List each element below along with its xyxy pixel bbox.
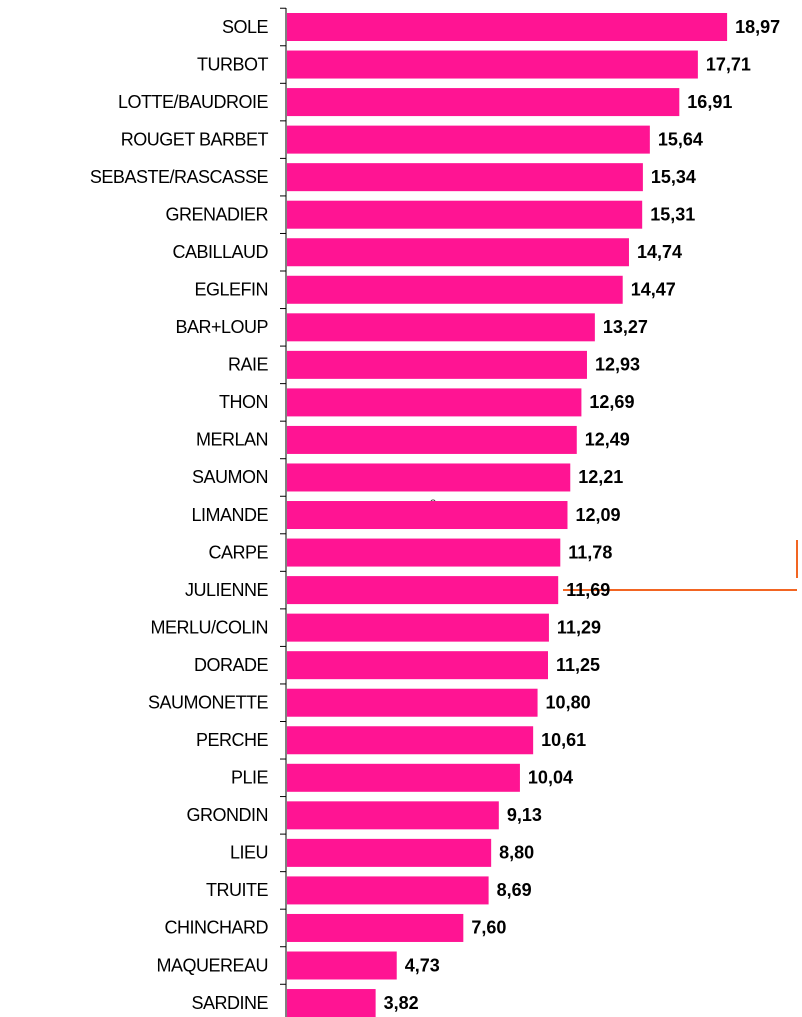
- value-label: 12,93: [595, 355, 640, 375]
- bar: [287, 425, 577, 454]
- category-label: CHINCHARD: [165, 918, 269, 938]
- category-label: MERLU/COLIN: [150, 617, 268, 637]
- bar: [287, 538, 561, 567]
- category-label: CABILLAUD: [172, 242, 268, 262]
- bar: [287, 163, 643, 192]
- category-label: LIMANDE: [191, 505, 268, 525]
- category-label: LIEU: [230, 843, 268, 863]
- bar: [287, 913, 464, 942]
- bar: [287, 388, 582, 417]
- category-label: DORADE: [194, 655, 269, 675]
- bar: [287, 876, 489, 905]
- bar: [287, 88, 680, 117]
- bar: [287, 50, 698, 79]
- category-label: SARDINE: [191, 993, 268, 1013]
- category-label: EGLEFIN: [194, 280, 268, 300]
- value-label: 12,09: [575, 505, 620, 525]
- bar: [287, 613, 549, 642]
- value-label: 15,64: [658, 129, 703, 149]
- bar: [287, 13, 728, 41]
- category-label: THON: [219, 392, 268, 412]
- category-label: GRENADIER: [165, 204, 268, 224]
- bar: [287, 350, 587, 379]
- category-label: RAIE: [228, 355, 269, 375]
- bar: [287, 838, 492, 867]
- value-label: 10,80: [546, 692, 591, 712]
- category-label: CARPE: [208, 542, 268, 562]
- category-label: MAQUEREAU: [156, 955, 268, 975]
- bar: [287, 313, 595, 342]
- category-label: JULIENNE: [185, 580, 269, 600]
- value-label: 11,78: [568, 542, 612, 562]
- category-label: PERCHE: [196, 730, 269, 750]
- bar: [287, 125, 650, 154]
- bar: [287, 763, 520, 792]
- category-label: LOTTE/BAUDROIE: [118, 92, 269, 112]
- value-label: 18,97: [735, 17, 780, 37]
- value-label: 8,80: [499, 843, 534, 863]
- category-label: TURBOT: [197, 54, 269, 74]
- category-label: PLIE: [231, 768, 269, 788]
- value-label: 13,27: [603, 317, 648, 337]
- category-label: BAR+LOUP: [175, 317, 268, 337]
- bar: [287, 238, 629, 267]
- value-label: 10,04: [528, 768, 573, 788]
- value-label: 14,74: [637, 242, 682, 262]
- value-label: 4,73: [405, 955, 440, 975]
- category-label: TRUITE: [206, 880, 268, 900]
- value-label: 12,21: [578, 467, 623, 487]
- bar: [287, 688, 538, 717]
- value-label: 8,69: [497, 880, 532, 900]
- value-label: 11,29: [557, 617, 601, 637]
- bar: [287, 989, 376, 1017]
- value-label: 15,34: [651, 167, 696, 187]
- bar: [287, 275, 623, 304]
- category-label: SAUMON: [192, 467, 268, 487]
- value-label: 9,13: [507, 805, 542, 825]
- value-label: 10,61: [541, 730, 586, 750]
- bar: [287, 200, 643, 229]
- bar: [287, 463, 571, 492]
- category-label: GRONDIN: [187, 805, 269, 825]
- category-label: MERLAN: [196, 430, 268, 450]
- value-label: 12,69: [589, 392, 634, 412]
- value-label: 17,71: [706, 54, 751, 74]
- value-label: 7,60: [471, 918, 506, 938]
- bar: [287, 651, 548, 680]
- value-label: 11,69: [566, 580, 610, 600]
- category-label: SEBASTE/RASCASSE: [90, 167, 269, 187]
- value-label: 3,82: [384, 993, 419, 1013]
- category-label: SAUMONETTE: [148, 692, 269, 712]
- bar: [287, 951, 397, 980]
- category-label: SOLE: [222, 17, 269, 37]
- value-label: 16,91: [687, 92, 732, 112]
- category-label: ROUGET BARBET: [121, 129, 269, 149]
- value-label: 15,31: [650, 204, 695, 224]
- bar: [287, 576, 559, 605]
- value-label: 11,25: [556, 655, 600, 675]
- value-label: 14,47: [631, 280, 676, 300]
- bar: [287, 501, 568, 530]
- value-label: 12,49: [585, 430, 630, 450]
- bar: [287, 801, 499, 830]
- bar: [287, 726, 534, 755]
